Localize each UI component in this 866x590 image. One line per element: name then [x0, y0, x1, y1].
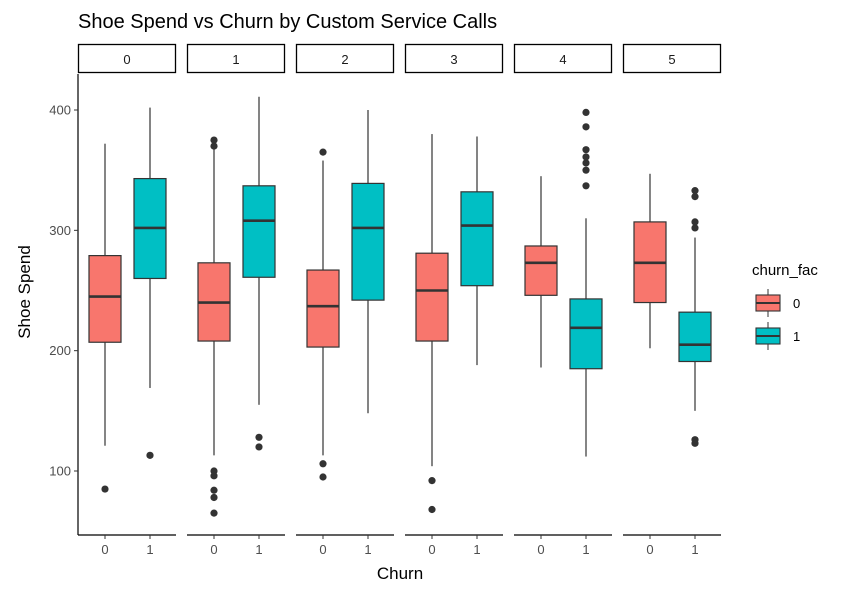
outlier-point [428, 505, 436, 514]
box-churn-0 [524, 176, 558, 368]
outlier-point [691, 218, 699, 226]
facet-strip-3 [404, 43, 504, 74]
box-iqr [524, 245, 558, 296]
box-churn-1 [351, 110, 385, 414]
y-tick-label: 400 [49, 103, 71, 118]
x-tick-label: 0 [210, 542, 217, 557]
outlier-point [582, 146, 590, 154]
box-churn-0 [88, 143, 122, 493]
box-iqr [351, 182, 385, 301]
outlier-point [210, 136, 218, 144]
box-iqr [242, 185, 276, 278]
y-tick-label: 100 [49, 464, 71, 479]
x-axis-title: Churn [377, 564, 423, 583]
x-tick-label: 1 [691, 542, 698, 557]
chart-title: Shoe Spend vs Churn by Custom Service Ca… [78, 11, 497, 33]
legend-label: 1 [793, 329, 800, 344]
facet-strip-label: 5 [668, 52, 675, 67]
box-churn-1 [678, 187, 712, 447]
outlier-point [319, 148, 327, 156]
outlier-point [210, 486, 218, 494]
box-iqr [88, 255, 122, 343]
box-churn-0 [415, 134, 449, 514]
outlier-point [582, 159, 590, 167]
outlier-point [582, 182, 590, 190]
box-iqr [460, 191, 494, 287]
x-tick-label: 0 [319, 542, 326, 557]
outlier-point [582, 166, 590, 174]
legend-keys: 01 [755, 289, 800, 350]
outlier-point [691, 436, 699, 444]
legend: churn_fac 01 [752, 262, 818, 350]
x-tick-label: 1 [255, 542, 262, 557]
facet-strip-4 [513, 43, 613, 74]
y-axis: 100 200 300 400 [49, 74, 79, 535]
facet-strip-label: 0 [123, 52, 130, 67]
outlier-point [582, 123, 590, 131]
facet-strip-label: 1 [232, 52, 239, 67]
legend-title: churn_fac [752, 262, 818, 279]
box-churn-0 [306, 148, 340, 481]
facet-strip-label: 4 [559, 52, 566, 67]
box-churn-1 [460, 136, 494, 366]
x-tick-label: 0 [428, 542, 435, 557]
facet-panels: 0 0 1 1 0 1 2 0 1 3 0 1 4 0 1 5 0 1 [77, 43, 722, 557]
facet-panel-0: 0 0 1 [77, 43, 177, 557]
y-axis-title: Shoe Spend [15, 245, 34, 339]
x-tick-label: 0 [101, 542, 108, 557]
outlier-point [691, 193, 699, 201]
outlier-point [146, 451, 154, 459]
y-tick-label: 300 [49, 223, 71, 238]
outlier-point [319, 460, 327, 468]
facet-strip-0 [77, 43, 177, 74]
facet-panel-5: 5 0 1 [622, 43, 722, 557]
outlier-point [255, 443, 263, 451]
outlier-point [101, 485, 109, 493]
x-tick-label: 1 [364, 542, 371, 557]
box-iqr [306, 269, 340, 348]
facet-strip-label: 3 [450, 52, 457, 67]
outlier-point [582, 108, 590, 117]
box-churn-1 [569, 108, 603, 457]
legend-label: 0 [793, 296, 800, 311]
box-iqr [678, 311, 712, 363]
x-tick-label: 1 [146, 542, 153, 557]
outlier-point [428, 477, 436, 485]
facet-strip-label: 2 [341, 52, 348, 67]
outlier-point [691, 187, 699, 195]
x-tick-label: 1 [473, 542, 480, 557]
outlier-point [210, 142, 218, 150]
facet-strip-1 [186, 43, 286, 74]
facet-strip-2 [295, 43, 395, 74]
facet-panel-4: 4 0 1 [513, 43, 613, 557]
facet-strip-5 [622, 43, 722, 74]
y-tick-label: 200 [49, 343, 71, 358]
box-churn-1 [242, 96, 276, 451]
box-iqr [569, 298, 603, 370]
box-churn-0 [197, 136, 231, 517]
box-churn-0 [633, 173, 667, 349]
outlier-point [319, 473, 327, 481]
facet-panel-1: 1 0 1 [186, 43, 286, 557]
x-tick-label: 0 [537, 542, 544, 557]
legend-key-1: 1 [755, 322, 800, 350]
outlier-point [210, 493, 218, 502]
outlier-point [582, 153, 590, 161]
facet-panel-2: 2 0 1 [295, 43, 395, 557]
outlier-point [691, 224, 699, 232]
outlier-point [210, 467, 218, 475]
x-tick-label: 0 [646, 542, 653, 557]
box-iqr [415, 252, 449, 342]
legend-key-0: 0 [755, 289, 800, 317]
box-churn-1 [133, 107, 167, 459]
outlier-point [210, 509, 218, 517]
facet-panel-3: 3 0 1 [404, 43, 504, 557]
x-tick-label: 1 [582, 542, 589, 557]
outlier-point [255, 433, 263, 441]
